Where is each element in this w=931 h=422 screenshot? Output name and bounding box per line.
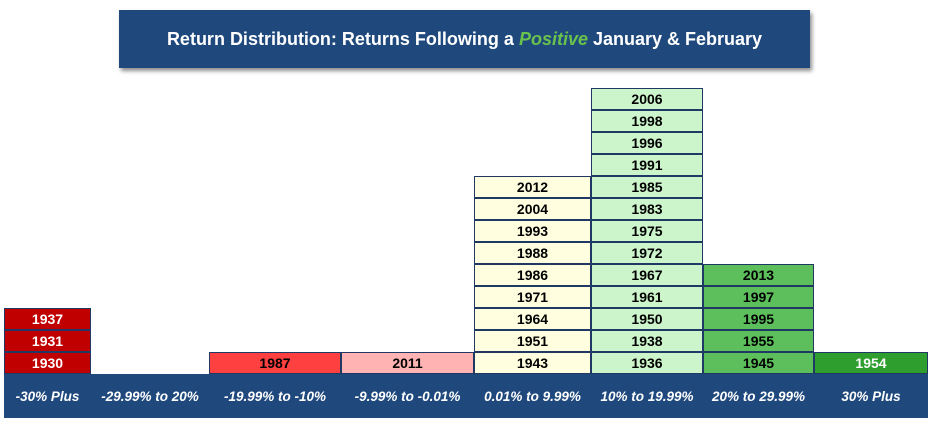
year-cell: 1955	[703, 330, 814, 352]
year-cell: 1986	[474, 264, 591, 286]
bin-label: -19.99% to -10%	[223, 388, 327, 404]
year-cell: 1998	[591, 110, 703, 132]
year-cell: 1931	[4, 330, 91, 352]
year-cell: 1988	[474, 242, 591, 264]
year-cell: 1964	[474, 308, 591, 330]
bin-label: 20% to 29.99%	[711, 388, 806, 404]
year-cell: 1961	[591, 286, 703, 308]
year-cell: 1991	[591, 154, 703, 176]
bin-label: 0.01% to 9.99%	[484, 388, 581, 404]
year-cell: 1995	[703, 308, 814, 330]
year-cell: 1971	[474, 286, 591, 308]
year-cell: 1972	[591, 242, 703, 264]
year-cell: 1996	[591, 132, 703, 154]
bin-label: -29.99% to 20%	[101, 388, 199, 404]
bin-label: -9.99% to -0.01%	[354, 388, 461, 404]
bin-label: 30% Plus	[841, 388, 901, 404]
year-cell: 2012	[474, 176, 591, 198]
year-cell: 1943	[474, 352, 591, 374]
chart-title: Return Distribution: Returns Following a…	[119, 10, 810, 68]
year-cell: 1975	[591, 220, 703, 242]
year-cell: 1997	[703, 286, 814, 308]
chart-title-prefix: Return Distribution: Returns Following a	[166, 28, 514, 49]
chart-title-highlight: Positive	[518, 28, 588, 49]
year-cell: 2004	[474, 198, 591, 220]
year-cell: 1993	[474, 220, 591, 242]
year-cell: 1937	[4, 308, 91, 330]
bin-label: 10% to 19.99%	[600, 388, 694, 404]
year-cell: 1951	[474, 330, 591, 352]
year-cell: 1950	[591, 308, 703, 330]
year-cell: 2011	[341, 352, 474, 374]
bin-axis-band	[4, 374, 928, 418]
year-cell: 1983	[591, 198, 703, 220]
year-cell: 1967	[591, 264, 703, 286]
bin-label: -30% Plus	[15, 388, 80, 404]
year-cell: 1930	[4, 352, 91, 374]
year-cell: 2006	[591, 88, 703, 110]
year-cell: 1985	[591, 176, 703, 198]
year-cell: 1987	[209, 352, 341, 374]
year-cell: 1938	[591, 330, 703, 352]
year-cell: 1945	[703, 352, 814, 374]
year-cell: 1954	[814, 352, 928, 374]
chart-title-suffix: January & February	[592, 28, 763, 49]
year-cell: 1936	[591, 352, 703, 374]
year-cell: 2013	[703, 264, 814, 286]
